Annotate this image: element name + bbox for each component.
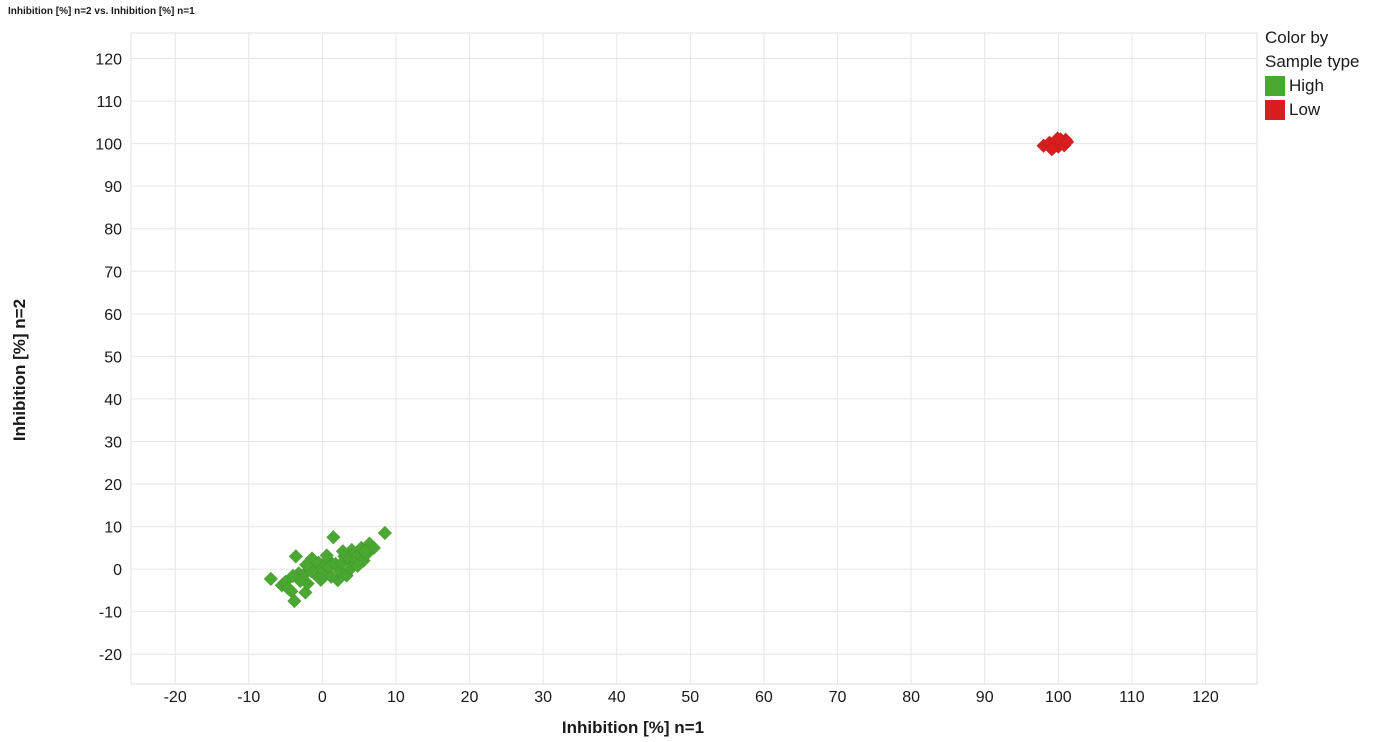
y-tick-label: 80 <box>104 222 122 239</box>
data-point-high <box>285 568 301 584</box>
chart-title: Inhibition [%] n=2 vs. Inhibition [%] n=… <box>8 6 195 17</box>
data-point-high <box>377 525 393 541</box>
x-tick-label: 100 <box>1045 689 1072 706</box>
y-tick-label: 70 <box>104 264 122 281</box>
data-point-low <box>1059 134 1075 150</box>
y-tick-label: 10 <box>104 520 122 537</box>
y-tick-label: -10 <box>99 605 122 622</box>
x-tick-label: 50 <box>681 689 699 706</box>
x-tick-label: 90 <box>976 689 994 706</box>
legend-swatch-low <box>1265 100 1285 120</box>
data-point-high <box>326 529 341 545</box>
y-tick-label: 120 <box>95 52 122 69</box>
y-tick-label: 30 <box>104 434 122 451</box>
x-tick-label: 80 <box>902 689 920 706</box>
x-tick-label: 110 <box>1119 689 1145 706</box>
y-tick-label: 0 <box>113 562 122 579</box>
legend: Color by Sample type High Low <box>1265 26 1360 122</box>
legend-item-high[interactable]: High <box>1265 74 1360 98</box>
y-tick-label: 100 <box>95 137 122 154</box>
data-point-high <box>335 543 351 559</box>
x-tick-label: 20 <box>461 689 479 706</box>
data-point-high <box>263 571 279 587</box>
y-tick-label: 40 <box>104 392 122 409</box>
series-low <box>1036 131 1075 157</box>
x-tick-label: -10 <box>237 689 260 706</box>
y-tick-labels: -20 -10 0 10 20 30 40 50 60 70 80 90 100 110 120 <box>95 52 122 665</box>
y-tick-label: -20 <box>99 647 122 664</box>
data-point-high <box>323 569 339 585</box>
x-tick-label: -20 <box>164 689 187 706</box>
data-point-high <box>319 548 335 563</box>
legend-swatch-high <box>1265 76 1285 96</box>
legend-label-low: Low <box>1289 100 1321 119</box>
legend-item-low[interactable]: Low <box>1265 98 1360 122</box>
gridlines <box>131 33 1257 684</box>
y-tick-label: 60 <box>104 307 122 324</box>
series-high <box>263 525 393 609</box>
data-point-low <box>1044 141 1060 157</box>
x-tick-label: 10 <box>387 689 405 706</box>
data-point-high <box>350 558 366 574</box>
y-tick-label: 90 <box>104 179 122 196</box>
legend-label-high: High <box>1289 76 1324 95</box>
data-point-high <box>288 548 304 564</box>
x-tick-label: 0 <box>318 689 327 706</box>
data-points <box>263 131 1075 609</box>
x-tick-labels: -20 -10 0 10 20 30 40 50 60 70 80 90 100 110 120 <box>164 689 1219 706</box>
data-point-high <box>298 557 314 573</box>
x-tick-label: 120 <box>1192 689 1219 706</box>
data-point-high <box>357 543 373 559</box>
y-tick-label: 110 <box>96 94 122 111</box>
x-axis-label: Inhibition [%] n=1 <box>561 718 705 737</box>
y-axis-label: Inhibition [%] n=2 <box>10 298 29 442</box>
plot-frame <box>130 32 1258 685</box>
legend-title-line-2: Sample type <box>1265 52 1360 71</box>
x-tick-label: 60 <box>755 689 773 706</box>
y-tick-label: 20 <box>104 477 122 494</box>
y-tick-label: 50 <box>104 349 122 366</box>
x-tick-label: 40 <box>608 689 626 706</box>
data-point-high <box>287 593 302 609</box>
x-tick-label: 30 <box>534 689 552 706</box>
legend-title-line-1: Color by <box>1265 28 1329 47</box>
x-tick-label: 70 <box>829 689 847 706</box>
